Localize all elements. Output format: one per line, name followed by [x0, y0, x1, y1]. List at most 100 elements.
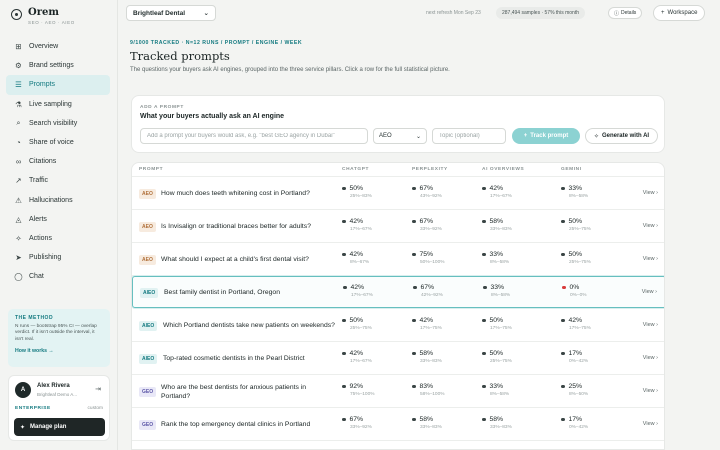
engine-cell: 25% 8%–50% [561, 383, 588, 397]
page-title: Tracked prompts [130, 49, 230, 63]
brand-tagline: SEO · AEO · AIEO [28, 20, 75, 25]
method-card: THE METHOD N runs — bootstrap 95% CI — o… [8, 309, 110, 367]
avatar[interactable]: A [15, 382, 31, 398]
prompt-text: What should I expect at a child's first … [161, 256, 309, 264]
sidebar-item-alerts[interactable]: ◬ Alerts [6, 210, 110, 229]
topic-input[interactable] [432, 128, 506, 144]
status-dot-icon [482, 417, 486, 422]
share-value: 42% [349, 350, 364, 357]
info-icon: ⓘ [614, 10, 620, 17]
engine-cell: 42% 17%–75% [561, 317, 591, 331]
status-dot-icon [342, 384, 346, 389]
share-value: 33% [568, 185, 583, 192]
view-row-button[interactable]: View › [643, 223, 658, 229]
view-row-button[interactable]: View › [642, 289, 657, 295]
how-it-works-link[interactable]: How it works → [15, 348, 54, 355]
sidebar-item-share-of-voice[interactable]: ◔ Share of voice [6, 133, 110, 152]
pillar-badge: AEO [139, 255, 156, 265]
pillar-badge: AEO [139, 222, 156, 232]
sidebar-item-brand-settings[interactable]: ⚙ Brand settings [6, 56, 110, 75]
confidence-range: 33%–83% [420, 359, 442, 364]
topbar: Brightleaf Dental ⌄ next refresh Mon Sep… [118, 0, 720, 26]
engine-select[interactable]: AEO ⌄ [373, 128, 427, 144]
view-row-button[interactable]: View › [643, 388, 658, 394]
table-row[interactable]: AIEO Which Portland dentists take new pat… [132, 310, 664, 342]
view-label: View [642, 421, 655, 427]
table-row[interactable]: AIEO Best family dentist in Portland, Ore… [132, 276, 664, 308]
sidebar-item-prompts[interactable]: ☰ Prompts [6, 75, 110, 95]
sidebar-item-live-sampling[interactable]: ⚗ Live sampling [6, 95, 110, 114]
chevron-right-icon: › [654, 223, 658, 229]
pillar-badge: AEO [139, 189, 156, 199]
status-dot-icon [561, 318, 565, 323]
table-row[interactable]: GEO Rank the top emergency dental clinics… [132, 409, 664, 441]
pillar-badge: GEO [139, 387, 157, 397]
status-dot-icon [561, 384, 565, 389]
brand[interactable]: Orem SEO · AEO · AIEO [11, 7, 75, 25]
logo-icon [11, 9, 22, 20]
workspace-button[interactable]: + Workspace [653, 5, 706, 21]
manage-plan-button[interactable]: ✦ Manage plan [14, 418, 105, 436]
view-row-button[interactable]: View › [643, 355, 658, 361]
workspace-select-value: Brightleaf Dental [133, 9, 186, 17]
engine-cell: 67% 33%–92% [342, 416, 372, 430]
table-row[interactable]: AIEO Top-rated cosmetic dentists in the P… [132, 343, 664, 375]
sidebar-item-label: Publishing [29, 254, 62, 262]
sidebar-item-hallucinations[interactable]: ⚠ Hallucinations [6, 191, 110, 210]
workspace-select[interactable]: Brightleaf Dental ⌄ [126, 5, 216, 21]
status-dot-icon [562, 285, 566, 290]
view-label: View [641, 289, 654, 295]
engine-cell: 58% 33%–83% [412, 350, 442, 364]
status-dot-icon [482, 318, 486, 323]
sidebar-item-label: Brand settings [29, 62, 74, 70]
prompt-input[interactable] [140, 128, 368, 144]
sidebar-item-chat[interactable]: ◯ Chat [6, 267, 110, 286]
logout-icon[interactable]: ⇥ [95, 386, 101, 393]
engine-cell: 83% 58%–100% [412, 383, 445, 397]
confidence-range: 17%–75% [490, 326, 512, 331]
confidence-range: 42%–92% [421, 293, 443, 298]
engine-cell: 42% 17%–67% [343, 284, 373, 298]
status-dot-icon [412, 318, 416, 323]
method-title: THE METHOD [15, 315, 54, 321]
table-row[interactable]: GEO Who are the best dentists for anxious… [132, 376, 664, 408]
sidebar-item-search-visibility[interactable]: ⌕ Search visibility [6, 114, 110, 133]
share-value: 42% [568, 317, 583, 324]
prompts-table: PROMPT CHATGPT PERPLEXITY AI OVERVIEWS G… [131, 162, 665, 450]
status-dot-icon [482, 219, 486, 224]
sidebar-item-citations[interactable]: ∞ Citations [6, 152, 110, 171]
details-button[interactable]: ⓘ Details [608, 7, 643, 19]
confidence-range: 25%–75% [569, 227, 591, 232]
status-dot-icon [482, 384, 486, 389]
view-row-button[interactable]: View › [643, 421, 658, 427]
samples-badge: 287,494 samples · 57% this month [496, 7, 585, 19]
add-prompt-kicker: ADD A PROMPT [140, 105, 184, 110]
refresh-info: next refresh Mon Sep 23 [426, 10, 481, 16]
sidebar-item-actions[interactable]: ✧ Actions [6, 229, 110, 248]
confidence-range: 25%–83% [350, 194, 372, 199]
sidebar-item-traffic[interactable]: ↗ Traffic [6, 171, 110, 190]
sidebar-item-publishing[interactable]: ➤ Publishing [6, 248, 110, 267]
table-row[interactable]: AEO How much does teeth whitening cost in… [132, 178, 664, 210]
view-row-button[interactable]: View › [643, 190, 658, 196]
table-row[interactable]: AEO What should I expect at a child's fir… [132, 244, 664, 276]
generate-with-ai-button[interactable]: ✧ Generate with AI [585, 128, 658, 144]
confidence-range: 33%–83% [490, 227, 512, 232]
gear-icon: ⚙ [15, 61, 22, 71]
track-prompt-button[interactable]: + Track prompt [512, 128, 580, 144]
add-prompt-heading: What your buyers actually ask an AI engi… [140, 113, 285, 120]
engine-cell: 42% 17%–67% [482, 185, 512, 199]
status-dot-icon [412, 417, 416, 422]
view-row-button[interactable]: View › [643, 322, 658, 328]
table-row[interactable]: AEO Is Invisalign or traditional braces b… [132, 211, 664, 243]
view-row-button[interactable]: View › [643, 256, 658, 262]
confidence-range: 17%–67% [351, 293, 373, 298]
flask-icon: ⚗ [15, 99, 22, 109]
share-value: 17% [568, 416, 583, 423]
sidebar-item-overview[interactable]: ⊞ Overview [6, 37, 110, 56]
confidence-range: 58%–100% [420, 392, 445, 397]
share-value: 50% [489, 350, 504, 357]
share-value: 33% [490, 284, 505, 291]
share-value: 50% [568, 218, 583, 225]
chevron-right-icon: › [654, 355, 658, 361]
